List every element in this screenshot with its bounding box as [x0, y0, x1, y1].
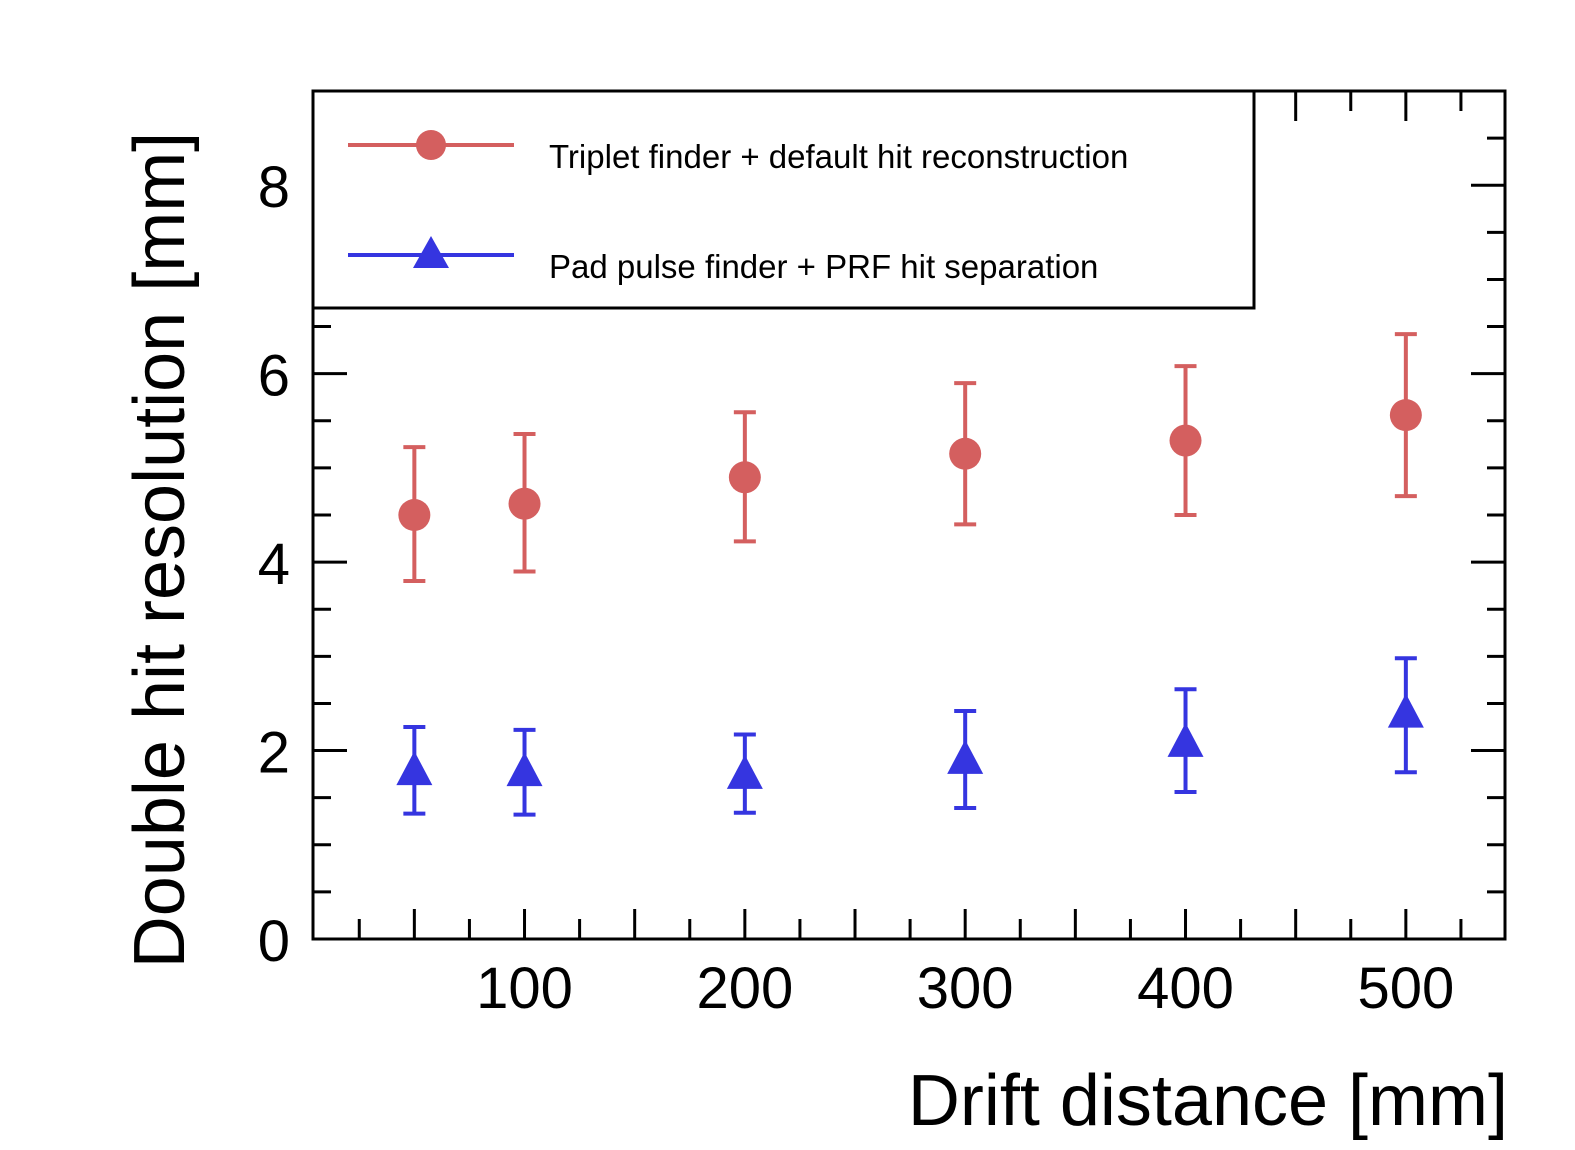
x-tick-label: 200 [696, 956, 793, 1021]
data-marks [396, 332, 1424, 817]
data-point-series-2 [947, 739, 984, 774]
legend-marker-series-2 [413, 236, 449, 268]
y-tick-label: 8 [258, 155, 290, 220]
x-tick-label: 500 [1357, 956, 1454, 1021]
x-tick-label: 300 [917, 956, 1014, 1021]
x-axis-title: Drift distance [mm] [908, 1061, 1508, 1141]
data-point-series-1 [949, 437, 982, 470]
legend-label-series-1: Triplet finder + default hit reconstruct… [549, 138, 1128, 175]
data-point-series-2 [396, 751, 433, 786]
y-axis-title: Double hit resolution [mm] [120, 132, 200, 968]
y-tick-label: 4 [258, 532, 290, 597]
y-tick-label: 0 [258, 909, 290, 974]
data-point-series-1 [398, 499, 431, 531]
y-tick-label: 2 [258, 721, 290, 786]
data-point-series-1 [1169, 424, 1202, 457]
data-point-series-2 [1387, 693, 1424, 728]
x-tick-label: 100 [476, 956, 573, 1021]
legend-box [311, 89, 1256, 310]
data-point-series-2 [1167, 722, 1204, 757]
x-tick-labels: 100 200 300 400 500 [476, 956, 1454, 1021]
x-tick-label: 400 [1137, 956, 1234, 1021]
legend-label-series-2: Pad pulse finder + PRF hit separation [549, 248, 1098, 285]
data-point-series-1 [508, 487, 541, 520]
legend-marker-series-1 [416, 130, 446, 160]
y-tick-labels: 0 2 4 6 8 [258, 155, 290, 974]
data-point-series-1 [1389, 399, 1422, 432]
y-tick-label: 6 [258, 344, 290, 409]
data-point-series-1 [728, 461, 761, 494]
legend: Triplet finder + default hit reconstruct… [311, 89, 1256, 310]
data-point-series-2 [726, 754, 763, 789]
data-point-series-2 [506, 752, 543, 787]
